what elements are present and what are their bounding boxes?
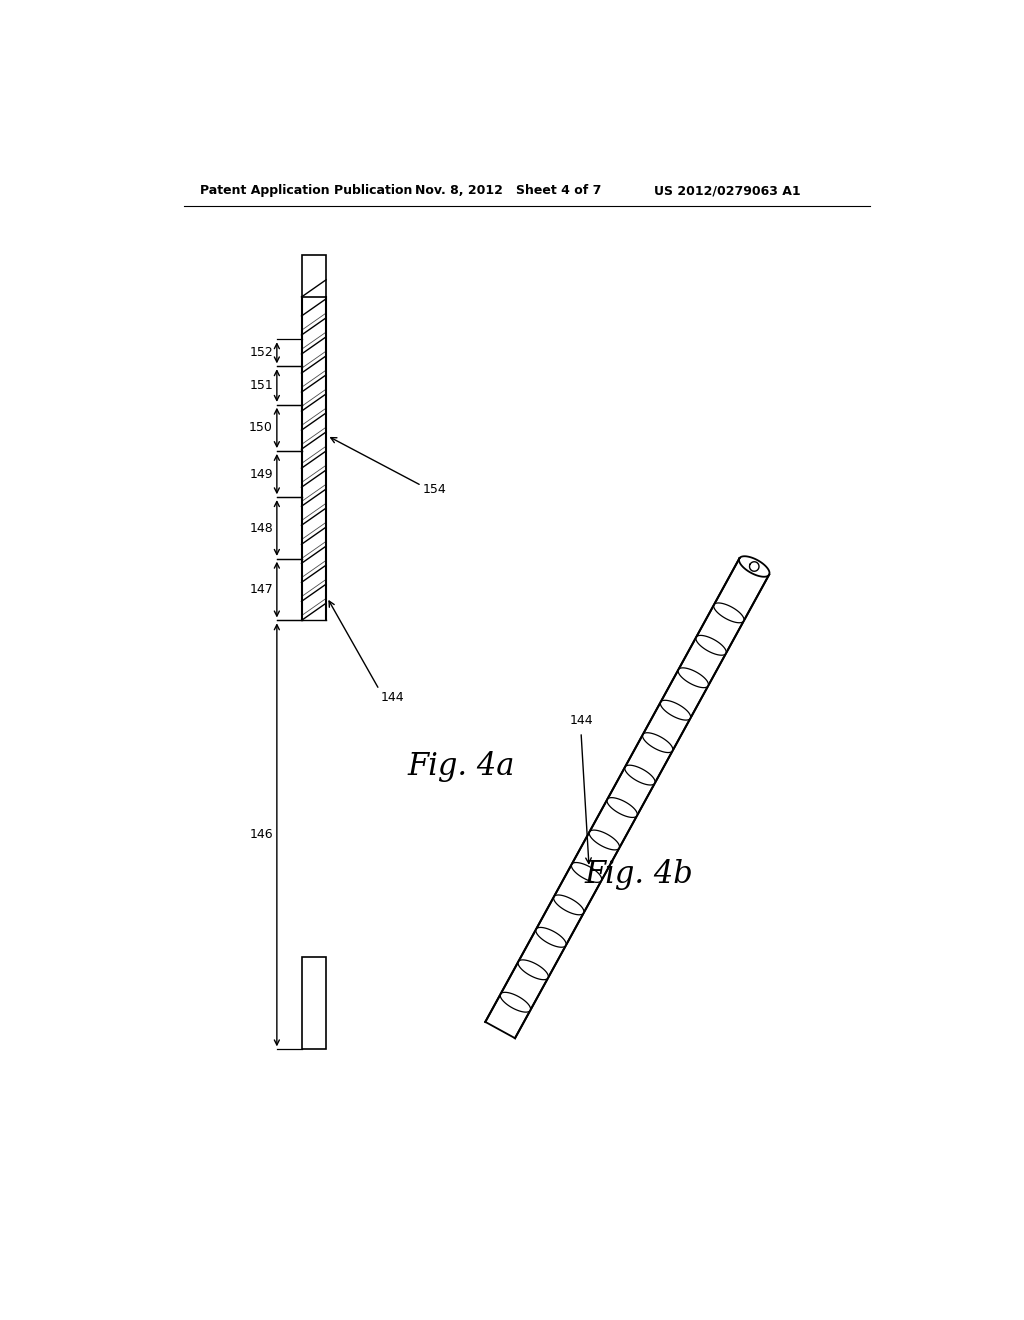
Polygon shape [554,895,584,915]
Polygon shape [714,603,744,623]
Polygon shape [518,960,548,979]
Text: Fig. 4a: Fig. 4a [408,751,515,783]
Text: 149: 149 [250,467,273,480]
Text: 147: 147 [249,583,273,597]
Text: 144: 144 [381,690,404,704]
Text: Fig. 4b: Fig. 4b [585,859,693,890]
Polygon shape [501,993,530,1012]
Text: US 2012/0279063 A1: US 2012/0279063 A1 [654,185,801,197]
Polygon shape [536,928,566,948]
Bar [301,957,326,1049]
Polygon shape [678,668,709,688]
Polygon shape [739,556,769,577]
Text: 151: 151 [249,379,273,392]
Polygon shape [625,766,655,785]
Text: 144: 144 [569,714,593,727]
Text: 148: 148 [249,521,273,535]
Text: Patent Application Publication: Patent Application Publication [200,185,413,197]
Polygon shape [589,830,620,850]
Polygon shape [642,733,673,752]
Text: 146: 146 [250,829,273,841]
Polygon shape [696,635,726,655]
Polygon shape [607,797,637,817]
Bar [301,255,326,297]
Text: 150: 150 [249,421,273,434]
Text: 152: 152 [249,346,273,359]
Polygon shape [660,701,690,721]
Polygon shape [571,862,602,882]
Text: 154: 154 [423,483,446,496]
Text: Nov. 8, 2012   Sheet 4 of 7: Nov. 8, 2012 Sheet 4 of 7 [416,185,602,197]
